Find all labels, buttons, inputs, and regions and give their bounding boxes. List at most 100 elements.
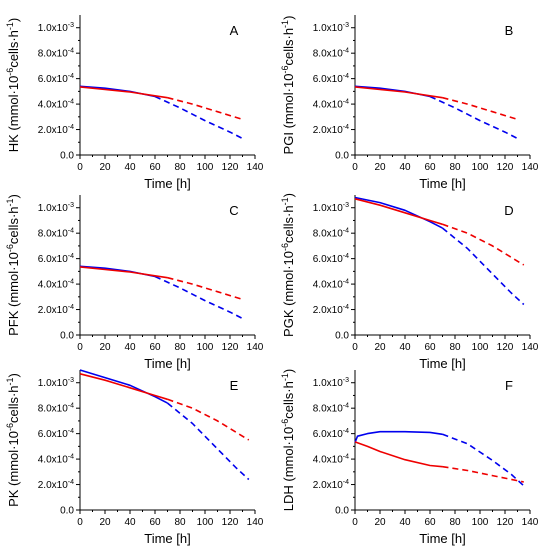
y-tick-label: 0.0 — [60, 331, 74, 342]
x-tick-label: 20 — [99, 342, 111, 353]
x-tick-label: 60 — [424, 342, 436, 353]
y-tick-mantissa: 6.0x10 — [38, 74, 68, 85]
y-axis-title-part: cells·h — [6, 385, 21, 423]
panel-label: F — [505, 378, 513, 393]
x-tick-label: 20 — [374, 162, 386, 173]
y-tick-mantissa: 0.0 — [335, 151, 349, 162]
y-axis-title-part: ) — [281, 369, 296, 373]
y-tick-exponent: -3 — [68, 22, 74, 29]
y-tick-exponent: -4 — [68, 73, 74, 80]
x-tick-label: 120 — [222, 162, 239, 173]
y-tick-exponent: -4 — [68, 48, 74, 55]
y-tick-mantissa: 1.0x10 — [38, 378, 68, 389]
y-tick-mantissa: 6.0x10 — [38, 254, 68, 265]
y-tick-mantissa: 0.0 — [60, 506, 74, 517]
x-tick-label: 100 — [472, 162, 489, 173]
y-tick-exponent: -3 — [343, 22, 349, 29]
y-axis-title-part: HK (mmol·10 — [6, 76, 21, 153]
series-line-dashed — [167, 276, 243, 301]
y-tick-label: 4.0x10-4 — [313, 99, 349, 111]
y-axis-title: PGK (mmol·10-6cells·h-1) — [280, 193, 296, 337]
series-line-solid — [79, 266, 168, 279]
x-tick-label: 60 — [149, 162, 161, 173]
y-tick-mantissa: 4.0x10 — [313, 280, 343, 291]
y-tick-label: 6.0x10-4 — [313, 73, 349, 85]
y-axis-title-superscript: -1 — [5, 22, 15, 30]
y-tick-exponent: -4 — [343, 279, 349, 286]
y-tick-mantissa: 2.0x10 — [38, 125, 68, 136]
y-tick-exponent: -3 — [343, 202, 349, 209]
y-tick-mantissa: 4.0x10 — [313, 455, 343, 466]
y-tick-exponent: -4 — [68, 253, 74, 260]
y-tick-label: 0.0 — [60, 506, 74, 517]
y-tick-mantissa: 1.0x10 — [313, 378, 343, 389]
x-tick-label: 140 — [247, 162, 264, 173]
x-tick-label: 60 — [424, 162, 436, 173]
x-tick-label: 0 — [77, 517, 83, 528]
y-tick-mantissa: 8.0x10 — [38, 49, 68, 60]
x-tick-label: 60 — [424, 517, 436, 528]
x-tick-label: 60 — [149, 342, 161, 353]
y-tick-label: 2.0x10-4 — [313, 304, 349, 316]
x-tick-label: 40 — [124, 517, 136, 528]
y-tick-mantissa: 2.0x10 — [313, 480, 343, 491]
chart-panel: 0 20 40 60 80 100 120 1400.02.0x10-44.0x10-46.0… — [5, 194, 264, 371]
y-axis-title-part: cells·h — [281, 205, 296, 243]
x-tick-label: 140 — [247, 342, 264, 353]
y-tick-exponent: -4 — [68, 124, 74, 131]
y-tick-mantissa: 6.0x10 — [313, 254, 343, 265]
x-tick-label: 40 — [124, 162, 136, 173]
series-line-solid — [354, 86, 443, 99]
y-tick-mantissa: 8.0x10 — [38, 404, 68, 415]
series-line-solid — [354, 196, 443, 229]
y-tick-mantissa: 0.0 — [60, 331, 74, 342]
series-line-dashed — [442, 465, 524, 483]
y-tick-label: 0.0 — [335, 151, 349, 162]
x-axis-title: Time [h] — [144, 531, 190, 546]
y-axis-title-part: ) — [6, 18, 21, 22]
y-tick-label: 1.0x10-3 — [313, 202, 349, 214]
y-axis-title: PFK (mmol·10-6cells·h-1) — [5, 194, 21, 336]
y-tick-exponent: -4 — [68, 99, 74, 106]
x-tick-label: 0 — [352, 162, 358, 173]
y-axis-title-part: ) — [6, 373, 21, 377]
y-axis-title-superscript: -1 — [5, 198, 15, 206]
x-tick-label: 120 — [222, 517, 239, 528]
y-axis-title-part: ) — [281, 193, 296, 197]
y-tick-exponent: -4 — [68, 228, 74, 235]
y-tick-label: 0.0 — [335, 331, 349, 342]
y-tick-mantissa: 8.0x10 — [313, 49, 343, 60]
series-line-solid — [79, 86, 168, 99]
y-tick-label: 8.0x10-4 — [313, 228, 349, 240]
x-axis-title: Time [h] — [144, 356, 190, 371]
y-tick-label: 1.0x10-3 — [38, 202, 74, 214]
y-axis-title-superscript: -6 — [280, 243, 290, 251]
x-axis-title: Time [h] — [419, 176, 465, 191]
y-tick-label: 8.0x10-4 — [38, 48, 74, 60]
y-tick-exponent: -4 — [68, 428, 74, 435]
chart-panel: 0 20 40 60 80 100 120 1400.02.0x10-44.0x10-46.0… — [280, 193, 539, 371]
x-tick-label: 0 — [352, 342, 358, 353]
y-tick-label: 8.0x10-4 — [38, 228, 74, 240]
y-tick-label: 8.0x10-4 — [313, 48, 349, 60]
y-tick-exponent: -4 — [343, 228, 349, 235]
series-line-dashed — [429, 95, 518, 140]
x-tick-label: 100 — [197, 162, 214, 173]
x-tick-label: 0 — [77, 162, 83, 173]
y-axis-title: PK (mmol·10-6cells·h-1) — [5, 373, 21, 507]
x-tick-label: 100 — [197, 342, 214, 353]
y-tick-label: 8.0x10-4 — [38, 403, 74, 415]
y-axis-title-superscript: -6 — [5, 68, 15, 76]
y-tick-mantissa: 0.0 — [60, 151, 74, 162]
y-tick-label: 6.0x10-4 — [313, 253, 349, 265]
y-tick-exponent: -4 — [68, 279, 74, 286]
y-tick-label: 8.0x10-4 — [313, 403, 349, 415]
y-axis-title: LDH (mmol·10-6cells·h-1) — [280, 369, 296, 511]
y-axis-title-superscript: -6 — [280, 419, 290, 427]
series-line-dashed — [167, 398, 250, 441]
y-tick-label: 2.0x10-4 — [38, 124, 74, 136]
series-line-dashed — [154, 95, 243, 140]
y-tick-label: 2.0x10-4 — [38, 479, 74, 491]
x-tick-label: 40 — [399, 517, 411, 528]
y-tick-exponent: -4 — [343, 124, 349, 131]
